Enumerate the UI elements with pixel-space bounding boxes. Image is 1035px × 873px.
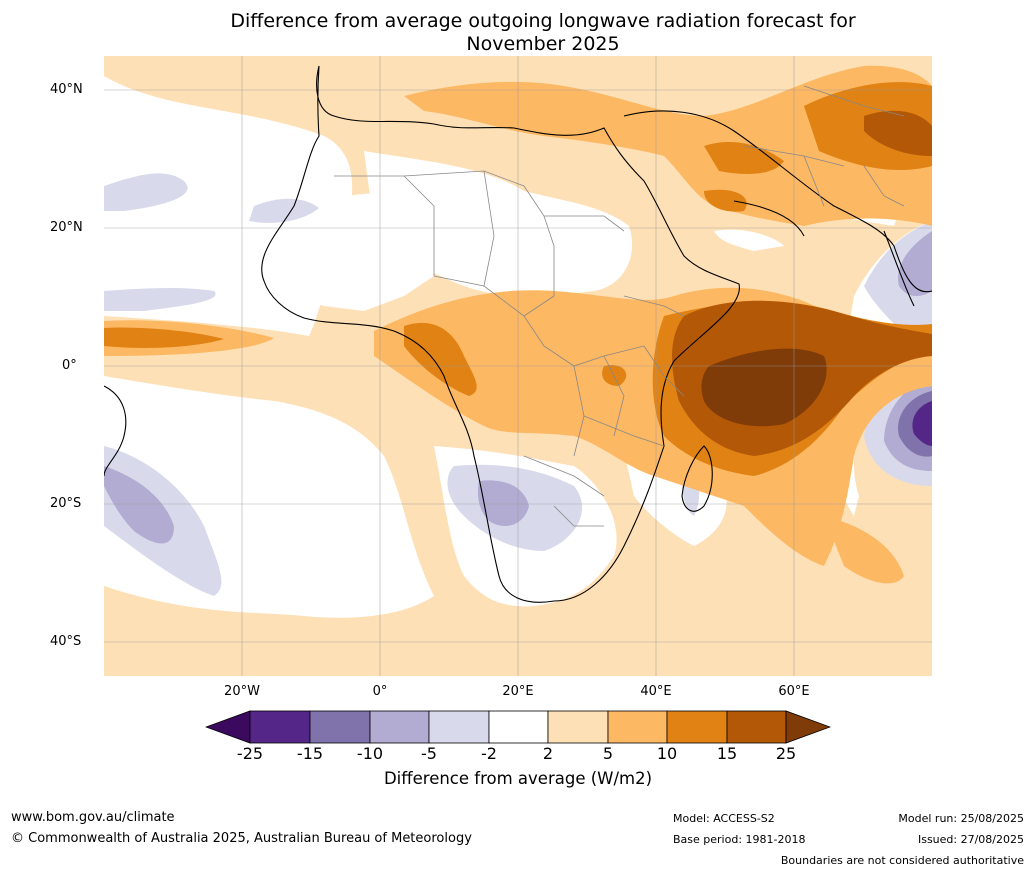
map-panel (104, 56, 932, 676)
lon-label-60e: 60°E (778, 684, 810, 699)
lon-label-20e: 20°E (502, 684, 534, 699)
anomaly-map (104, 56, 932, 676)
colorbar-tick: -2 (481, 744, 497, 763)
colorbar-tick: -10 (356, 744, 384, 763)
boundaries-disclaimer: Boundaries are not considered authoritat… (780, 854, 1024, 867)
model-name: Model: ACCESS-S2 (673, 812, 775, 825)
colorbar-tick: 10 (656, 744, 678, 763)
colorbar-segment (726, 710, 787, 744)
lat-label-20s: 20°S (50, 496, 82, 511)
colorbar-tick: -25 (236, 744, 264, 763)
colorbar-title: Difference from average (W/m2) (383, 769, 653, 788)
extreme-positive-regions (701, 348, 827, 427)
colorbar-tick: 5 (602, 744, 614, 763)
gridlines (104, 56, 932, 676)
issued-date: Issued: 27/08/2025 (917, 833, 1024, 846)
lon-label-0: 0° (372, 684, 388, 699)
lon-label-40e: 40°E (640, 684, 672, 699)
colorbar-segment (249, 710, 311, 744)
title-line-2: November 2025 (466, 33, 620, 55)
strong-negative-regions (898, 391, 932, 457)
colorbar-tick: -15 (296, 744, 324, 763)
base-period: Base period: 1981-2018 (673, 833, 806, 846)
model-run-date: Model run: 25/08/2025 (898, 812, 1024, 825)
colorbar-arrow-high (785, 710, 831, 744)
lon-label-20w: 20°W (224, 684, 260, 699)
colorbar-segment (547, 710, 609, 744)
copyright-notice: © Commonwealth of Australia 2025, Austra… (11, 831, 472, 846)
colorbar (205, 710, 831, 744)
colorbar-segment (309, 710, 371, 744)
colorbar-segment (666, 710, 728, 744)
website-link[interactable]: www.bom.gov.au/climate (11, 810, 175, 825)
colorbar-tick: 2 (542, 744, 554, 763)
title-line-1: Difference from average outgoing longwav… (230, 10, 856, 32)
colorbar-segment (488, 710, 549, 744)
map-title: Difference from average outgoing longwav… (104, 10, 982, 56)
colorbar-segment (369, 710, 430, 744)
lat-label-20n: 20°N (50, 220, 83, 235)
colorbar-segment (607, 710, 668, 744)
colorbar-tick: 15 (716, 744, 738, 763)
coastlines (104, 65, 932, 603)
colorbar-arrow-low (205, 710, 251, 744)
colorbar-segment (428, 710, 490, 744)
colorbar-tick: 25 (775, 744, 797, 763)
lat-label-40s: 40°S (50, 634, 82, 649)
country-boundaries (334, 85, 905, 527)
lat-label-40n: 40°N (50, 82, 83, 97)
colorbar-tick: -5 (421, 744, 437, 763)
lat-label-equator: 0° (62, 358, 77, 373)
